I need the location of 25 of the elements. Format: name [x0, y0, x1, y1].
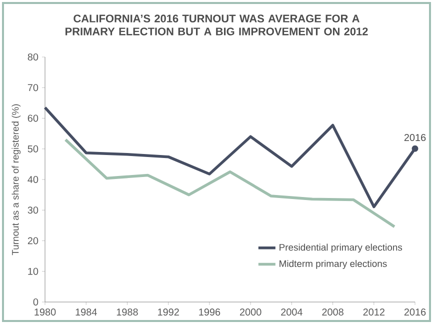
x-tick-label: 1980	[34, 308, 56, 316]
y-tick-label: 0	[33, 298, 38, 306]
y-tick-label: 40	[28, 176, 38, 184]
y-axis-title: Turnout as a share of registered (%)	[12, 104, 21, 256]
x-tick-label: 2004	[281, 308, 302, 316]
x-tick-label: 1988	[116, 308, 138, 316]
y-tick-label: 60	[28, 114, 38, 122]
annotation: 2016	[404, 134, 426, 142]
y-tick-label: 30	[28, 206, 38, 214]
x-tick-label: 2016	[404, 308, 426, 316]
line-series	[64, 138, 396, 228]
x-tick-label: 2012	[363, 308, 384, 316]
legend-label: Midterm primary elections	[280, 260, 387, 269]
legend-label: Presidential primary elections	[280, 244, 402, 253]
y-tick-label: 50	[28, 145, 38, 152]
x-tick-label: 1992	[158, 308, 179, 316]
y-tick-label: 80	[28, 53, 38, 61]
x-tick-label: 1984	[76, 308, 97, 316]
x-tick-label: 1996	[199, 308, 220, 316]
y-tick-label: 70	[28, 84, 38, 92]
y-tick-label: 20	[28, 237, 38, 244]
y-tick-label: 10	[28, 268, 38, 275]
chart-title: CALIFORNIA’S 2016 TURNOUT WAS AVERAGE FOR A PRIMARY ELECTION BUT A BIG IMPROVEMENT ON 2012	[66, 14, 368, 36]
x-tick-label: 2008	[322, 308, 344, 316]
x-tick-label: 2000	[240, 308, 262, 316]
